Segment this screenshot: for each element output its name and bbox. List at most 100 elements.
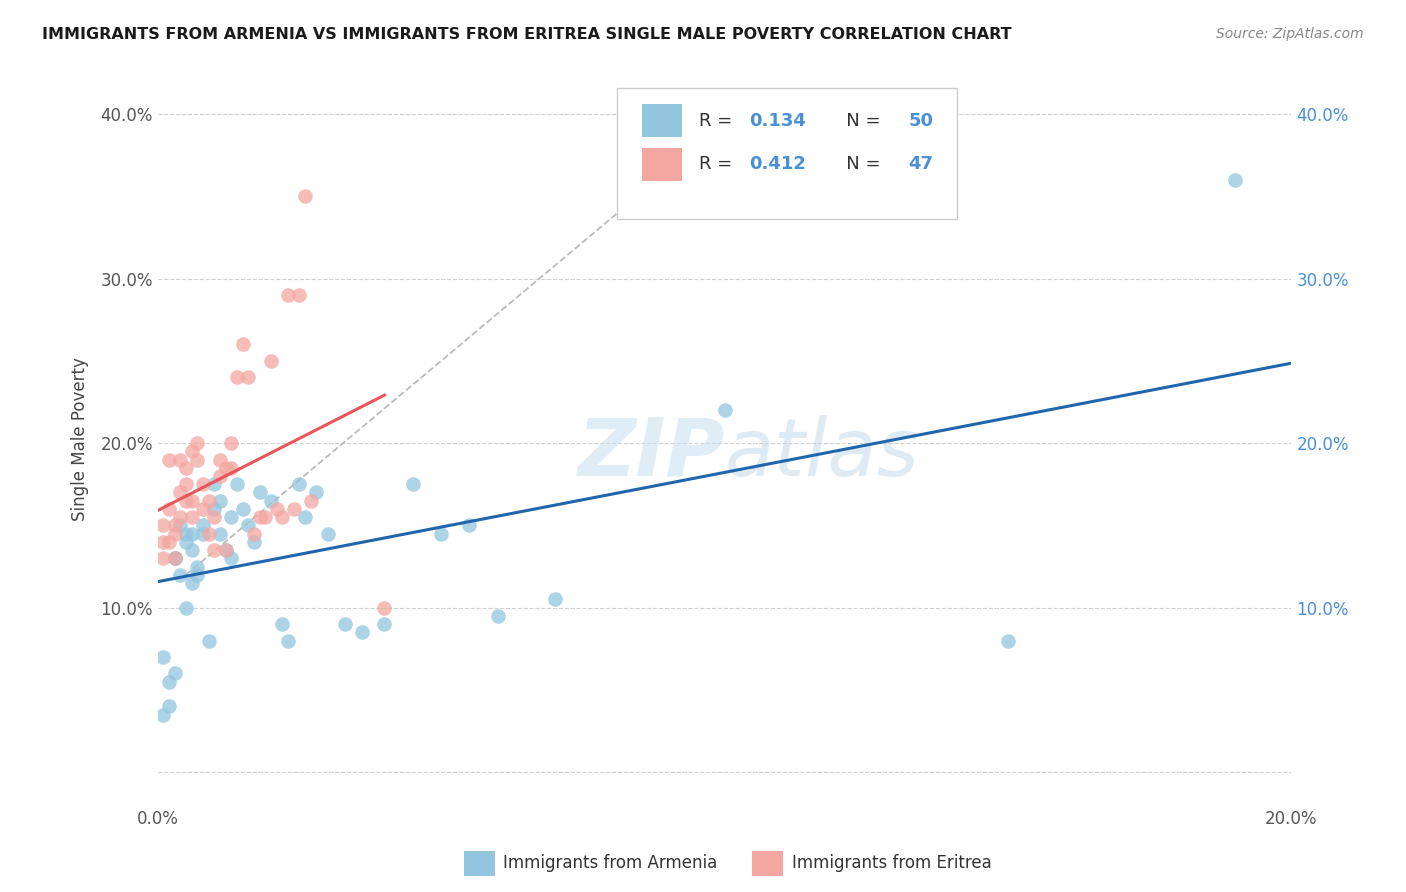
- Point: [271, 617, 294, 632]
- Point: [202, 477, 225, 491]
- Point: [174, 477, 197, 491]
- Text: atlas: atlas: [724, 415, 920, 492]
- Point: [299, 493, 322, 508]
- Point: [152, 534, 174, 549]
- Point: [997, 633, 1019, 648]
- Point: [221, 510, 243, 524]
- Point: [209, 469, 232, 483]
- Point: [186, 567, 208, 582]
- Point: [157, 502, 180, 516]
- Point: [402, 477, 425, 491]
- Point: [191, 502, 214, 516]
- Point: [163, 551, 186, 566]
- Point: [209, 452, 232, 467]
- Point: [266, 502, 288, 516]
- Text: ZIP: ZIP: [578, 415, 724, 492]
- Text: N =: N =: [830, 155, 886, 173]
- Text: 0.134: 0.134: [749, 112, 807, 129]
- Point: [283, 502, 305, 516]
- Point: [202, 543, 225, 558]
- Point: [333, 617, 356, 632]
- Point: [174, 600, 197, 615]
- Point: [305, 485, 328, 500]
- Point: [202, 502, 225, 516]
- Text: N =: N =: [830, 112, 886, 129]
- Point: [174, 493, 197, 508]
- Point: [288, 477, 311, 491]
- Point: [180, 543, 202, 558]
- Point: [180, 510, 202, 524]
- Point: [350, 625, 373, 640]
- Point: [174, 534, 197, 549]
- Point: [249, 510, 271, 524]
- Point: [238, 518, 260, 533]
- Point: [373, 617, 395, 632]
- Point: [152, 707, 174, 722]
- Point: [209, 526, 232, 541]
- Point: [215, 543, 238, 558]
- Point: [232, 337, 254, 351]
- Point: [215, 460, 238, 475]
- Point: [186, 436, 208, 450]
- Text: IMMIGRANTS FROM ARMENIA VS IMMIGRANTS FROM ERITREA SINGLE MALE POVERTY CORRELATI: IMMIGRANTS FROM ARMENIA VS IMMIGRANTS FR…: [42, 27, 1012, 42]
- Point: [191, 518, 214, 533]
- Point: [186, 559, 208, 574]
- Point: [221, 460, 243, 475]
- Point: [226, 477, 249, 491]
- Point: [260, 354, 283, 368]
- Point: [1223, 173, 1246, 187]
- Point: [163, 551, 186, 566]
- Point: [543, 592, 565, 607]
- Text: 47: 47: [908, 155, 934, 173]
- Text: 50: 50: [908, 112, 934, 129]
- Point: [254, 510, 277, 524]
- Point: [430, 526, 453, 541]
- Point: [277, 633, 299, 648]
- FancyBboxPatch shape: [641, 104, 682, 137]
- FancyBboxPatch shape: [641, 148, 682, 181]
- Point: [209, 493, 232, 508]
- Point: [191, 477, 214, 491]
- Text: R =: R =: [699, 155, 738, 173]
- Point: [271, 510, 294, 524]
- Point: [458, 518, 481, 533]
- Point: [288, 288, 311, 302]
- Point: [186, 452, 208, 467]
- Point: [169, 567, 191, 582]
- Point: [169, 518, 191, 533]
- Point: [202, 510, 225, 524]
- FancyBboxPatch shape: [617, 87, 957, 219]
- Point: [157, 674, 180, 689]
- Point: [277, 288, 299, 302]
- Point: [152, 551, 174, 566]
- Point: [221, 436, 243, 450]
- Point: [316, 526, 339, 541]
- Text: 0.412: 0.412: [749, 155, 807, 173]
- Point: [169, 510, 191, 524]
- Point: [157, 452, 180, 467]
- Point: [486, 608, 509, 623]
- Point: [243, 526, 266, 541]
- Point: [713, 403, 735, 417]
- Point: [163, 526, 186, 541]
- Point: [191, 526, 214, 541]
- Text: R =: R =: [699, 112, 738, 129]
- Point: [152, 518, 174, 533]
- Point: [249, 485, 271, 500]
- Point: [163, 666, 186, 681]
- Point: [294, 189, 316, 203]
- Point: [238, 370, 260, 384]
- Point: [180, 444, 202, 458]
- Point: [197, 493, 219, 508]
- Point: [243, 534, 266, 549]
- Point: [174, 526, 197, 541]
- Point: [215, 543, 238, 558]
- Point: [163, 551, 186, 566]
- Point: [232, 502, 254, 516]
- Point: [174, 460, 197, 475]
- Text: Immigrants from Armenia: Immigrants from Armenia: [503, 855, 717, 872]
- Point: [221, 551, 243, 566]
- Point: [226, 370, 249, 384]
- Point: [260, 493, 283, 508]
- Point: [180, 493, 202, 508]
